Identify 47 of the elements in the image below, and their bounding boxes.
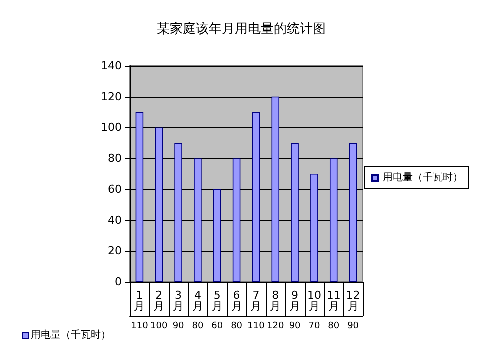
x-tick-label: 6月 — [231, 289, 242, 313]
legend-label: 用电量（千瓦时） — [383, 172, 463, 184]
y-tick-label: 0 — [115, 276, 122, 288]
bar — [232, 158, 241, 282]
x-tick-label: 3月 — [173, 289, 184, 313]
x-tick-label: 7月 — [250, 289, 262, 313]
data-label: 70 — [308, 322, 320, 332]
x-tick-label: 2月 — [154, 289, 165, 313]
text: 用电量（千瓦时） — [31, 330, 111, 341]
data-label: 80 — [328, 322, 340, 332]
bar — [174, 143, 182, 282]
data-label: 110 — [248, 322, 266, 332]
bar — [310, 174, 318, 282]
bar — [213, 189, 222, 282]
data-label: 90 — [172, 322, 185, 332]
bar — [291, 143, 299, 282]
data-label: 90 — [289, 322, 302, 332]
data-label: 90 — [348, 322, 360, 332]
bar — [252, 112, 260, 282]
bar — [194, 158, 202, 282]
bar — [349, 143, 358, 282]
y-tick-label: 140 — [101, 60, 122, 72]
bar — [155, 128, 164, 282]
bar — [272, 96, 280, 282]
x-tick-label: 12月 — [346, 289, 360, 313]
x-tick-label: 8月 — [270, 289, 282, 313]
data-label: 100 — [150, 322, 168, 332]
bar — [136, 112, 144, 282]
x-tick-label: 11月 — [326, 289, 341, 313]
y-tick-label: 60 — [108, 182, 122, 196]
y-tick-label: 20 — [108, 244, 122, 258]
x-tick-label: 4月 — [192, 289, 204, 313]
x-tick-label: 10月 — [307, 289, 322, 313]
x-tick-label: 9月 — [290, 289, 301, 313]
data-label: 60 — [212, 322, 224, 332]
y-tick-label: 80 — [108, 152, 122, 166]
x-tick-label: 1月 — [134, 289, 146, 313]
data-label: 120 — [267, 322, 284, 332]
x-tick-label: 5月 — [212, 289, 223, 313]
y-tick-label: 100 — [101, 121, 122, 134]
y-tick-label: 40 — [108, 214, 122, 227]
chart-title: 某家庭该年月用电量的统计图 — [157, 21, 326, 37]
data-label: 80 — [231, 322, 243, 332]
data-label: 110 — [131, 322, 149, 332]
data-label: 80 — [192, 322, 204, 332]
bar — [330, 158, 338, 282]
y-tick-label: 120 — [101, 90, 122, 104]
